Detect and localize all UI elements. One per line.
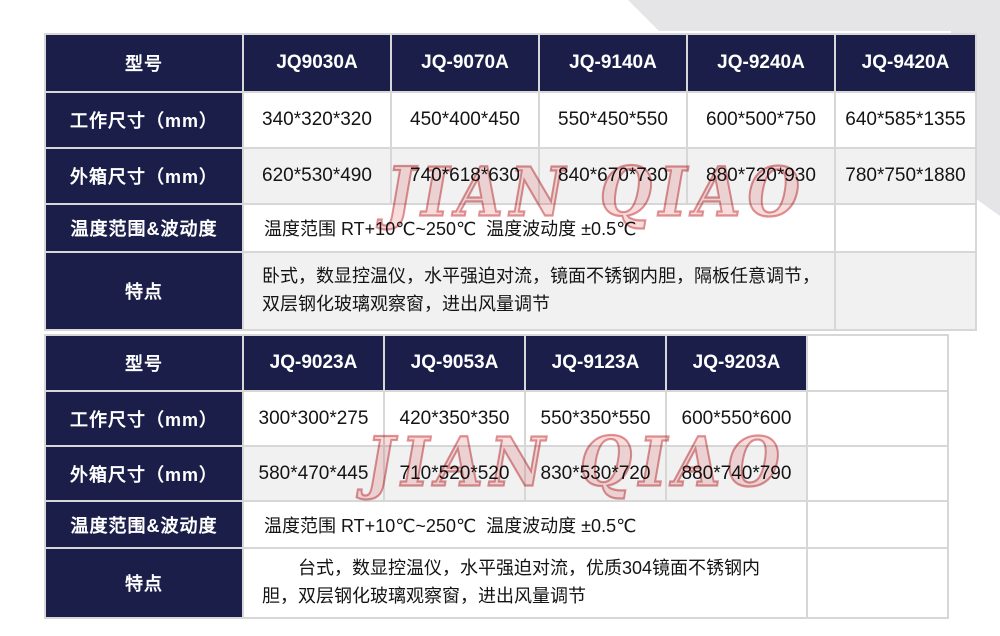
- table-row: 工作尺寸（mm） 340*320*320 450*400*450 550*450…: [46, 93, 975, 147]
- spec-cell: 620*530*490: [244, 149, 390, 203]
- row-label-temp-range: 温度范围&波动度: [46, 205, 242, 251]
- table-row: 型号 JQ9030A JQ-9070A JQ-9140A JQ-9240A JQ…: [46, 35, 975, 91]
- model-header-cell: JQ-9070A: [392, 35, 538, 91]
- row-label-outer-size: 外箱尺寸（mm）: [46, 447, 242, 500]
- table-row: 工作尺寸（mm） 300*300*275 420*350*350 550*350…: [46, 392, 947, 445]
- header-model-label: 型号: [46, 35, 242, 91]
- spec-cell: 550*350*550: [526, 392, 665, 445]
- spec-cell: 880*720*930: [688, 149, 834, 203]
- spec-cell: 830*530*720: [526, 447, 665, 500]
- table-row: 温度范围&波动度 温度范围 RT+10℃~250℃ 温度波动度 ±0.5℃: [46, 205, 975, 251]
- spec-cell: 840*670*730: [540, 149, 686, 203]
- spec-table-benchtop-models: 型号 JQ-9023A JQ-9053A JQ-9123A JQ-9203A 工…: [44, 334, 949, 619]
- spec-cell: 550*450*550: [540, 93, 686, 147]
- model-header-cell: JQ-9053A: [385, 336, 524, 390]
- spec-cell: 880*740*790: [667, 447, 806, 500]
- spec-cell: 600*550*600: [667, 392, 806, 445]
- row-label-outer-size: 外箱尺寸（mm）: [46, 149, 242, 203]
- empty-cell: [808, 502, 947, 547]
- spec-cell: 340*320*320: [244, 93, 390, 147]
- model-header-cell: JQ-9123A: [526, 336, 665, 390]
- temp-range-value: 温度范围 RT+10℃~250℃ 温度波动度 ±0.5℃: [244, 502, 806, 547]
- model-header-cell: JQ-9023A: [244, 336, 383, 390]
- spec-cell: 640*585*1355: [836, 93, 975, 147]
- model-header-cell: JQ9030A: [244, 35, 390, 91]
- row-label-features: 特点: [46, 549, 242, 617]
- spec-table-horizontal-models: 型号 JQ9030A JQ-9070A JQ-9140A JQ-9240A JQ…: [44, 33, 977, 331]
- model-header-cell: JQ-9420A: [836, 35, 975, 91]
- table-row: 温度范围&波动度 温度范围 RT+10℃~250℃ 温度波动度 ±0.5℃: [46, 502, 947, 547]
- spec-cell: 600*500*750: [688, 93, 834, 147]
- spec-cell: 740*618*630: [392, 149, 538, 203]
- features-value: 卧式，数显控温仪，水平强迫对流，镜面不锈钢内胆，隔板任意调节， 双层钢化玻璃观察…: [244, 253, 834, 329]
- empty-cell: [808, 549, 947, 617]
- table-row: 特点 卧式，数显控温仪，水平强迫对流，镜面不锈钢内胆，隔板任意调节， 双层钢化玻…: [46, 253, 975, 329]
- spec-cell: 580*470*445: [244, 447, 383, 500]
- empty-cell: [808, 336, 947, 390]
- header-model-label: 型号: [46, 336, 242, 390]
- model-header-cell: JQ-9203A: [667, 336, 806, 390]
- row-label-work-size: 工作尺寸（mm）: [46, 93, 242, 147]
- features-line: 台式，数显控温仪，水平强迫对流，优质304镜面不锈钢内: [298, 558, 761, 578]
- features-value: 台式，数显控温仪，水平强迫对流，优质304镜面不锈钢内 胆，双层钢化玻璃观察窗，…: [244, 549, 806, 617]
- table-row: 外箱尺寸（mm） 580*470*445 710*520*520 830*530…: [46, 447, 947, 500]
- table-row: 外箱尺寸（mm） 620*530*490 740*618*630 840*670…: [46, 149, 975, 203]
- empty-cell: [836, 205, 975, 251]
- table-row: 特点 台式，数显控温仪，水平强迫对流，优质304镜面不锈钢内 胆，双层钢化玻璃观…: [46, 549, 947, 617]
- spec-cell: 710*520*520: [385, 447, 524, 500]
- temp-range-value: 温度范围 RT+10℃~250℃ 温度波动度 ±0.5℃: [244, 205, 834, 251]
- table-row: 型号 JQ-9023A JQ-9053A JQ-9123A JQ-9203A: [46, 336, 947, 390]
- model-header-cell: JQ-9240A: [688, 35, 834, 91]
- features-line: 卧式，数显控温仪，水平强迫对流，镜面不锈钢内胆，隔板任意调节，: [262, 266, 820, 287]
- spec-cell: 450*400*450: [392, 93, 538, 147]
- empty-cell: [808, 447, 947, 500]
- spec-cell: 420*350*350: [385, 392, 524, 445]
- row-label-features: 特点: [46, 253, 242, 329]
- model-header-cell: JQ-9140A: [540, 35, 686, 91]
- empty-cell: [808, 392, 947, 445]
- row-label-temp-range: 温度范围&波动度: [46, 502, 242, 547]
- spec-cell: 780*750*1880: [836, 149, 975, 203]
- features-line: 胆，双层钢化玻璃观察窗，进出风量调节: [262, 585, 586, 606]
- empty-cell: [836, 253, 975, 329]
- features-line: 双层钢化玻璃观察窗，进出风量调节: [262, 294, 550, 314]
- row-label-work-size: 工作尺寸（mm）: [46, 392, 242, 445]
- spec-cell: 300*300*275: [244, 392, 383, 445]
